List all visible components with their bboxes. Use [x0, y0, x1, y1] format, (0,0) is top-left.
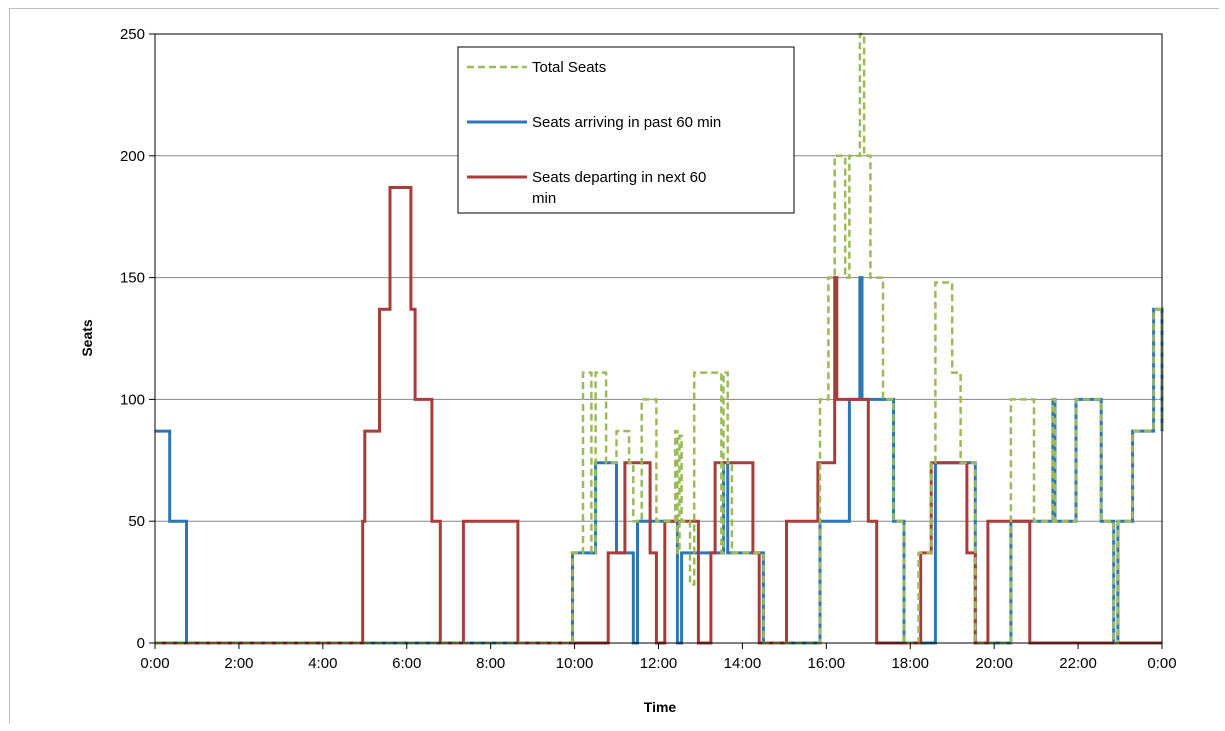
- x-tick-label: 8:00: [476, 655, 505, 672]
- y-axis-title: Seats: [79, 319, 95, 357]
- legend-label-1: Seats arriving in past 60 min: [532, 114, 721, 131]
- x-axis-title: Time: [644, 699, 677, 715]
- x-tick-label: 4:00: [308, 655, 337, 672]
- legend: Total Seats Seats arriving in past 60 min…: [457, 46, 795, 214]
- legend-label-2: Seats departing in next 60: [532, 169, 706, 186]
- legend-label-2: min: [532, 190, 556, 207]
- tick-labels: 0 50 100 150 200 250 0:00 2:00 4:00 6:00 8:00 10:00…: [120, 26, 1177, 672]
- x-tick-label: 0:00: [140, 655, 169, 672]
- x-tick-label: 22:00: [1059, 655, 1097, 672]
- legend-label-0: Total Seats: [532, 59, 606, 76]
- x-tick-label: 14:00: [724, 655, 762, 672]
- x-tick-label: 20:00: [975, 655, 1013, 672]
- x-tick-label: 10:00: [556, 655, 594, 672]
- y-tick-label: 150: [120, 270, 145, 287]
- x-tick-label: 18:00: [891, 655, 929, 672]
- y-tick-label: 100: [120, 391, 145, 408]
- x-tick-label: 2:00: [224, 655, 253, 672]
- series-line-0: [155, 32, 1164, 645]
- y-tick-label: 50: [128, 513, 145, 530]
- chart-frame: [9, 8, 1219, 724]
- x-tick-label: 6:00: [392, 655, 421, 672]
- y-tick-label: 200: [120, 148, 145, 165]
- x-tick-label: 0:00: [1147, 655, 1176, 672]
- y-tick-label: 250: [120, 26, 145, 43]
- legend-box: [457, 46, 795, 214]
- y-tick-label: 0: [137, 635, 145, 652]
- x-tick-label: 16:00: [808, 655, 846, 672]
- x-tick-label: 12:00: [640, 655, 678, 672]
